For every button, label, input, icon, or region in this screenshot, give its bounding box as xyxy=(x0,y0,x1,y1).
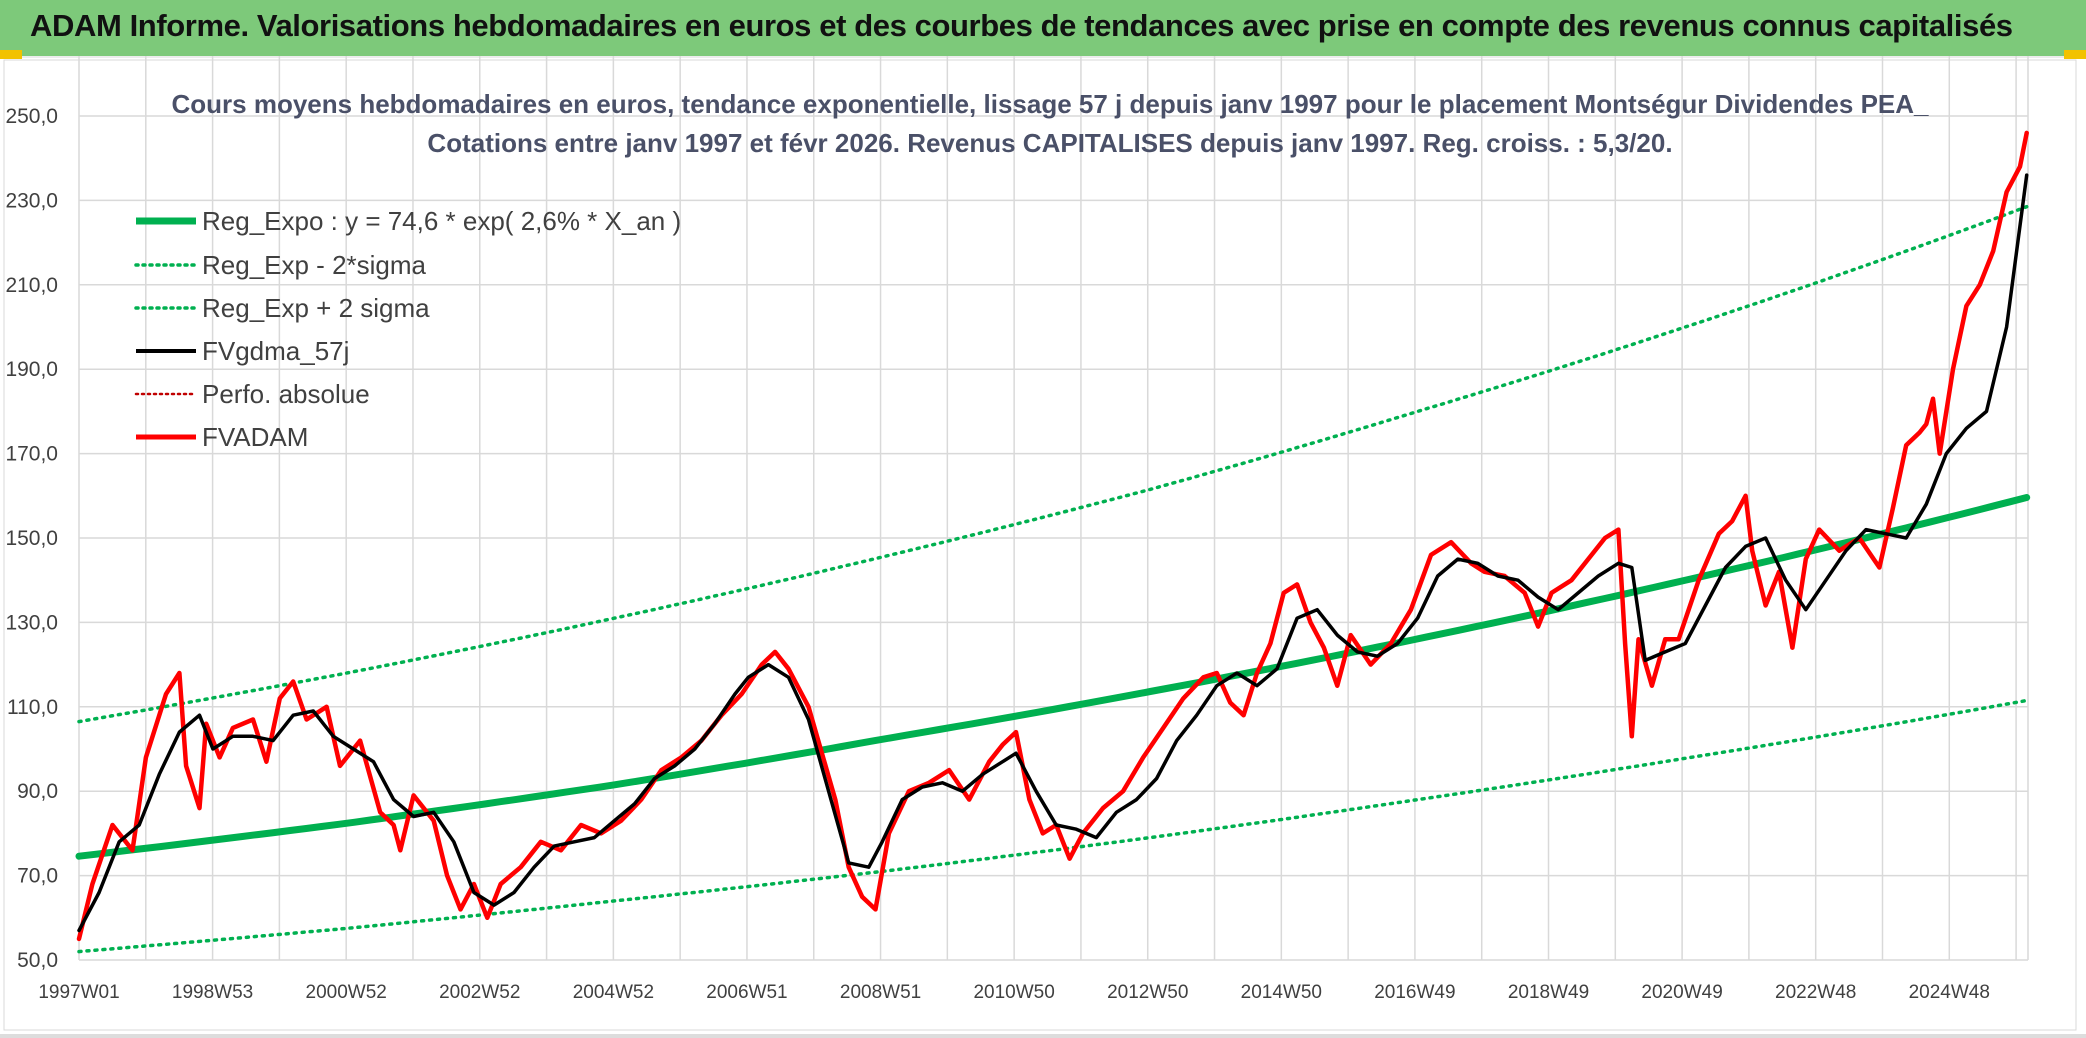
y-tick-label: 130,0 xyxy=(5,611,58,634)
series-price xyxy=(76,130,2029,942)
x-tick-label: 2008W51 xyxy=(840,982,921,1003)
series-layer xyxy=(75,130,2031,954)
y-tick-label: 50,0 xyxy=(17,949,58,972)
corner-marker-right xyxy=(2064,50,2086,59)
report-banner: ADAM Informe. Valorisations hebdomadaire… xyxy=(0,0,2086,58)
chart-subtitle-line-1: Cours moyens hebdomadaires en euros, ten… xyxy=(172,89,1930,119)
legend-label-upper-band: Reg_Exp + 2 sigma xyxy=(202,293,430,323)
x-tick-label: 2010W50 xyxy=(973,982,1054,1003)
corner-marker-left xyxy=(0,50,22,59)
plot-border xyxy=(3,59,2077,1031)
x-tick-label: 1998W53 xyxy=(172,982,253,1003)
series-lower-band xyxy=(77,698,2029,954)
x-tick-label: 2022W48 xyxy=(1775,982,1856,1003)
window-bottom-edge xyxy=(0,1034,2086,1038)
y-tick-label: 210,0 xyxy=(5,274,58,297)
y-tick-label: 90,0 xyxy=(17,780,58,803)
y-axis-ticks: 50,0 70,0 90,0 110,0 130,0 150,0 170,0 190,0 210… xyxy=(5,105,58,972)
x-tick-label: 2002W52 xyxy=(439,982,520,1003)
x-tick-label: 2014W50 xyxy=(1241,982,1322,1003)
chart-subtitle-line-2: Cotations entre janv 1997 et févr 2026. … xyxy=(427,128,1672,158)
y-tick-label: 190,0 xyxy=(5,358,58,381)
legend-label-lower-band: Reg_Exp - 2*sigma xyxy=(202,250,427,280)
series-upper-band xyxy=(77,204,2029,724)
y-tick-label: 150,0 xyxy=(5,527,58,550)
x-axis-ticks: 1997W01 1998W53 2000W52 2002W52 2004W52 2006W… xyxy=(38,982,1990,1003)
legend-label-trend: Reg_Expo : y = 74,6 * exp( 2,6% * X_an ) xyxy=(202,206,681,236)
x-tick-label: 2004W52 xyxy=(573,982,654,1003)
y-tick-label: 170,0 xyxy=(5,443,58,466)
x-tick-label: 2018W49 xyxy=(1508,982,1589,1003)
x-tick-label: 2012W50 xyxy=(1107,982,1188,1003)
grid xyxy=(78,56,2029,961)
y-tick-label: 70,0 xyxy=(17,865,58,888)
y-tick-label: 230,0 xyxy=(5,189,58,212)
x-tick-label: 1997W01 xyxy=(38,982,119,1003)
x-tick-label: 2016W49 xyxy=(1374,982,1455,1003)
x-tick-label: 2006W51 xyxy=(706,982,787,1003)
series-trend-line xyxy=(75,494,2031,860)
x-tick-label: 2020W49 xyxy=(1641,982,1722,1003)
x-tick-label: 2000W52 xyxy=(306,982,387,1003)
y-tick-label: 250,0 xyxy=(5,105,58,128)
legend-label-smoothed: FVgdma_57j xyxy=(202,336,349,366)
legend-label-absolute-perf: Perfo. absolue xyxy=(202,379,370,409)
y-tick-label: 110,0 xyxy=(7,696,58,719)
x-tick-label: 2024W48 xyxy=(1909,982,1990,1003)
series-smoothed xyxy=(77,173,2029,933)
report-title: ADAM Informe. Valorisations hebdomadaire… xyxy=(30,8,2013,43)
chart-legend: Reg_Expo : y = 74,6 * exp( 2,6% * X_an )… xyxy=(134,206,681,452)
legend-label-price: FVADAM xyxy=(202,422,308,452)
